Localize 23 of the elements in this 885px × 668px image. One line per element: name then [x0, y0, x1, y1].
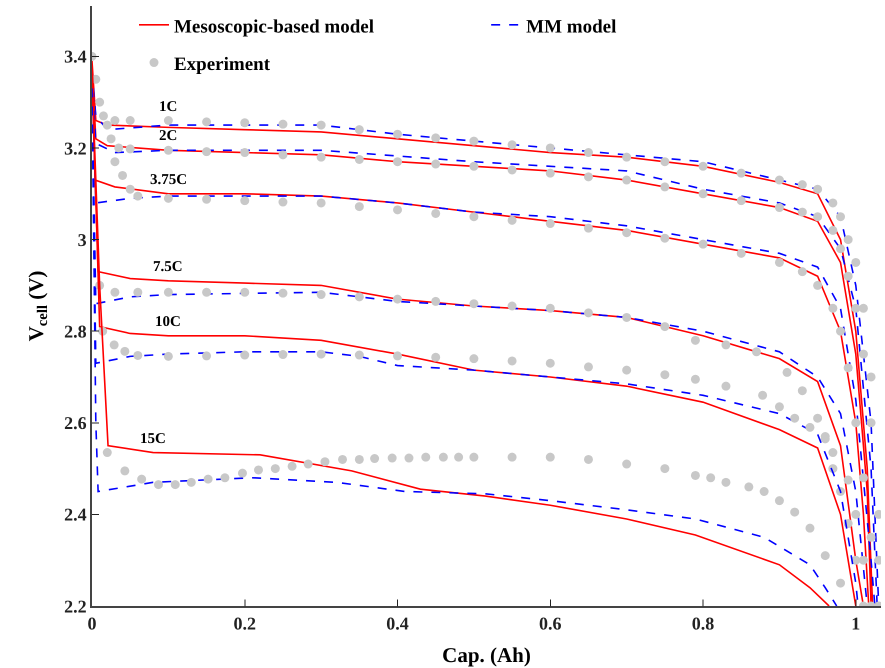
legend-label: Mesoscopic-based model	[174, 16, 374, 38]
annotation: 10C	[155, 314, 181, 330]
x-axis-title: Cap. (Ah)	[442, 643, 531, 668]
legend-label: MM model	[526, 16, 616, 38]
annotation: 1C	[159, 99, 178, 115]
y-tick-label: 2.8	[64, 321, 87, 342]
y-tick-label: 2.6	[64, 413, 87, 434]
annotation: 15C	[140, 431, 166, 447]
y-tick-label: 3.4	[64, 46, 87, 67]
y-tick-label: 2.4	[64, 504, 87, 525]
x-tick-label: 0.8	[692, 613, 714, 634]
annotation: 3.75C	[150, 172, 188, 188]
y-tick-label: 2.2	[64, 596, 87, 616]
x-tick-label: 1	[851, 613, 860, 634]
legend-label: Experiment	[174, 54, 271, 75]
y-tick-label: 3.2	[64, 138, 87, 158]
x-tick-label: 0.6	[539, 613, 562, 634]
x-tick-label: 0.4	[386, 613, 409, 634]
x-tick-label: 0	[88, 613, 96, 634]
y-tick-label: 3	[78, 230, 87, 250]
annotation: 7.5C	[153, 259, 183, 275]
annotation: 2C	[159, 128, 178, 144]
x-tick-label: 0.2	[234, 613, 256, 634]
